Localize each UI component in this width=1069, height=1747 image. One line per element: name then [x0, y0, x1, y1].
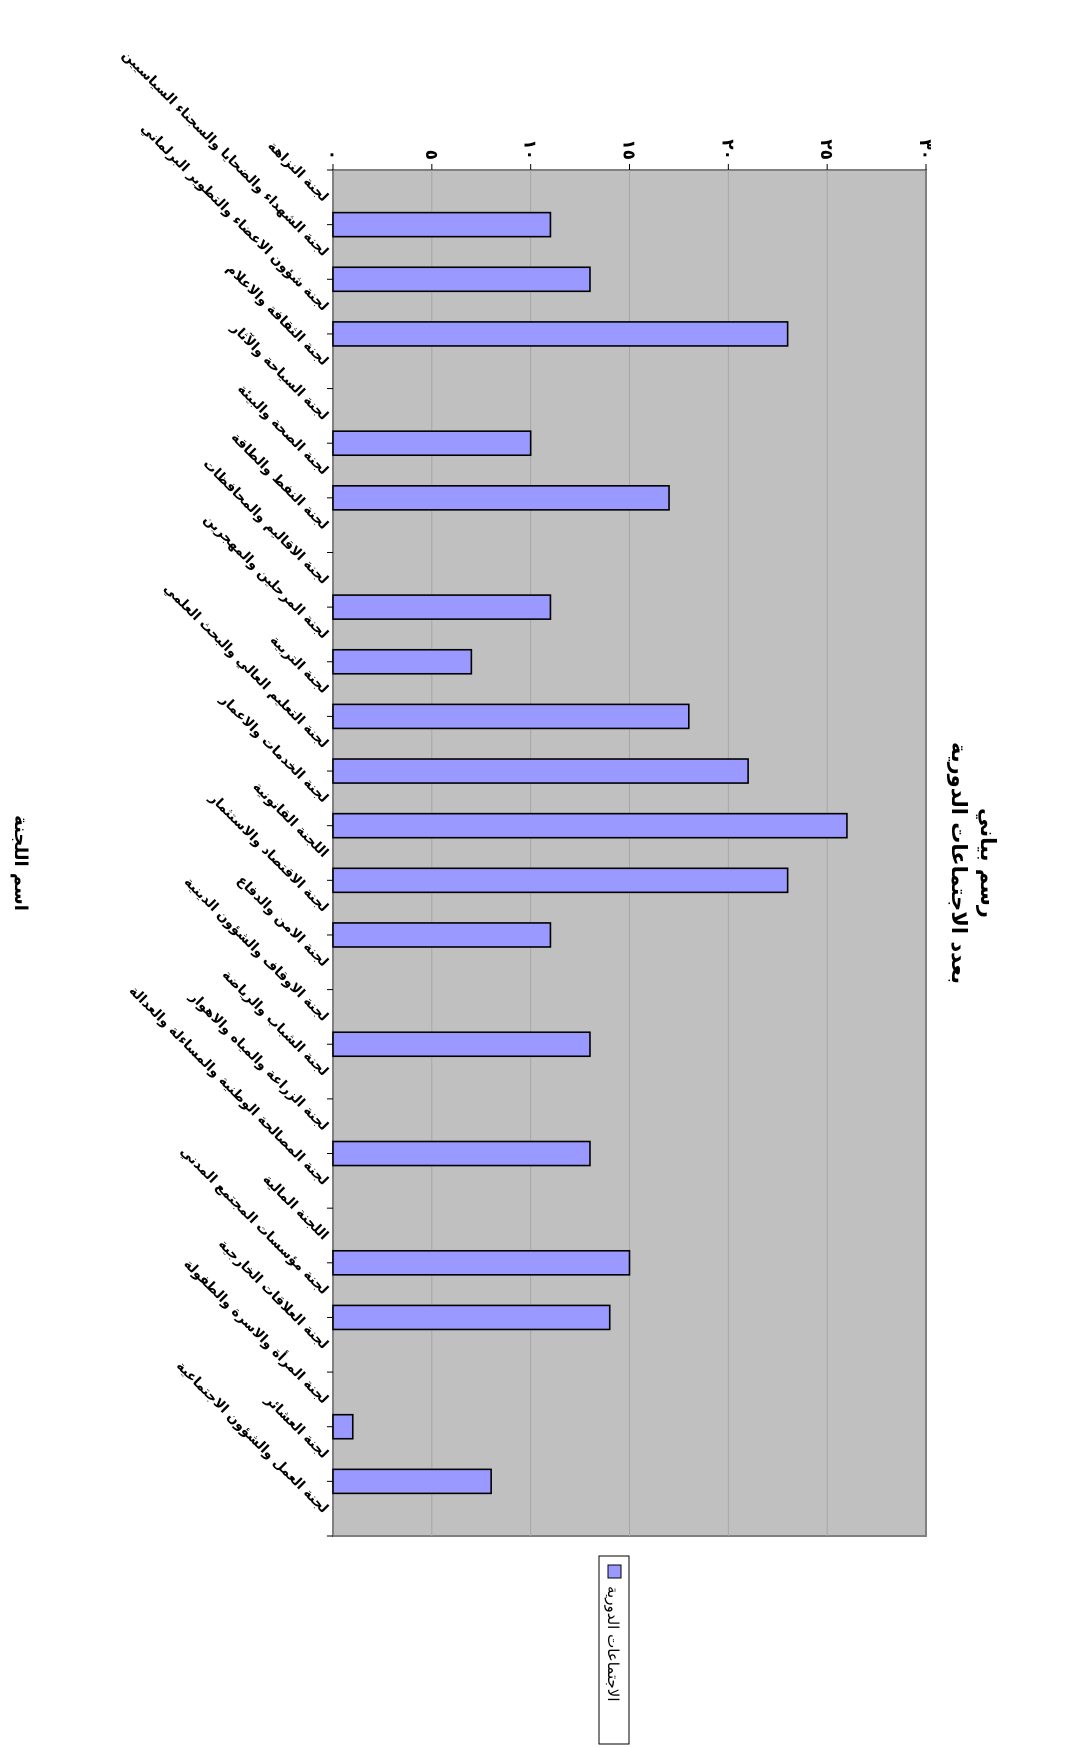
category-label: لجنة الشهداء والضحايا والسجناء السياسيين — [119, 47, 332, 260]
bar — [332, 1031, 591, 1058]
bar — [332, 648, 473, 675]
bar — [332, 211, 552, 238]
category-label: لجنة الشباب والرياضة — [219, 967, 332, 1080]
category-label: لجنة المصالحة الوطنية والمساءلة والعدالة — [126, 983, 332, 1189]
value-tick-label: ١٥ — [619, 139, 639, 160]
category-label: لجنة النفط والطاقة — [228, 429, 332, 533]
category-label: لجنة الخدمات والاعمار — [216, 691, 331, 806]
bar — [332, 321, 789, 347]
value-tick-label: ٠ — [322, 150, 342, 160]
category-label: لجنة الثقافة والاعلام — [223, 261, 331, 369]
category-axis-title: اسم اللجنة — [10, 815, 31, 911]
legend-swatch — [607, 1564, 622, 1579]
bar — [332, 594, 552, 620]
value-tick-label: ٢٠ — [717, 139, 737, 160]
value-tick-label: ٢٥ — [816, 139, 836, 160]
bar — [332, 703, 690, 730]
bar — [332, 1140, 591, 1167]
category-label: لجنة السياحة والآثار — [227, 319, 332, 424]
bar — [332, 1468, 492, 1495]
bar — [332, 266, 591, 293]
bar — [332, 922, 552, 948]
chart-title-line-2: بعدد الاجتماعات الدورية — [947, 742, 971, 984]
value-axis-ticks: ٠ ٥ ١٠ ١٥ ٢٠ ٢٥ ٣٠ — [322, 139, 935, 170]
bar — [332, 812, 848, 839]
value-tick-label: ٥ — [421, 150, 441, 160]
category-label: لجنة الصحة والبيئة — [234, 381, 331, 478]
bar — [332, 867, 789, 894]
value-tick-label: ١٠ — [520, 139, 540, 160]
value-tick-label: ٣٠ — [915, 139, 935, 160]
bar — [332, 485, 670, 511]
legend-label: الاجتماعات الدورية — [604, 1586, 622, 1702]
bar — [332, 1304, 611, 1331]
category-label: لجنة الامن والدفاع — [234, 872, 332, 970]
bar — [332, 1413, 354, 1440]
category-label: لجنة شؤون الاعضاء والتطوير البرلماني — [138, 120, 332, 314]
legend: الاجتماعات الدورية — [598, 1555, 630, 1745]
bar — [332, 758, 749, 784]
category-label: لجنة العلاقات الخارجية — [215, 1236, 331, 1352]
legend-box — [598, 1555, 630, 1745]
bar — [332, 1249, 631, 1276]
chart-title-line-1: رسم بياني — [976, 808, 1000, 918]
bar — [332, 430, 532, 457]
